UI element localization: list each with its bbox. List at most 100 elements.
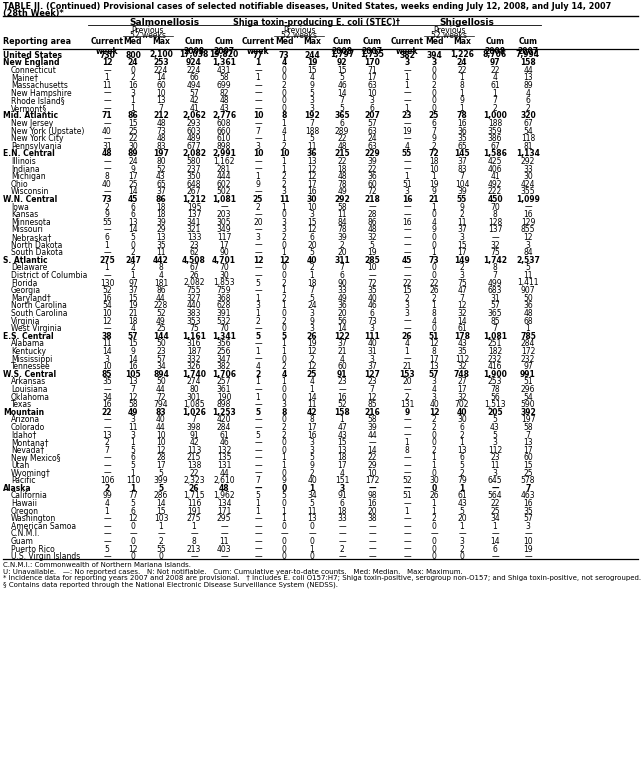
Text: Nevada†: Nevada†: [11, 445, 44, 454]
Text: W.N. Central: W.N. Central: [3, 195, 57, 204]
Text: 2: 2: [310, 468, 314, 477]
Text: 1: 1: [256, 377, 260, 386]
Text: —: —: [254, 187, 262, 196]
Text: —: —: [254, 438, 262, 447]
Text: 1: 1: [310, 385, 314, 394]
Text: 16: 16: [307, 430, 317, 439]
Text: 10: 10: [367, 263, 377, 272]
Text: 8: 8: [493, 263, 497, 272]
Text: 80: 80: [156, 157, 166, 166]
Text: 0: 0: [431, 324, 437, 333]
Text: —: —: [368, 521, 376, 530]
Text: 52: 52: [102, 286, 112, 295]
Text: 1: 1: [131, 271, 135, 280]
Text: 898: 898: [217, 141, 231, 150]
Text: 31: 31: [367, 347, 377, 356]
Text: 19: 19: [429, 179, 439, 188]
Text: 1,099: 1,099: [516, 195, 540, 204]
Text: —: —: [338, 521, 345, 530]
Text: 149: 149: [454, 255, 470, 264]
Text: 14: 14: [307, 392, 317, 401]
Text: 1: 1: [404, 347, 410, 356]
Text: 75: 75: [457, 278, 467, 287]
Text: 13: 13: [523, 438, 533, 447]
Text: 2: 2: [404, 293, 410, 302]
Text: 7: 7: [340, 263, 344, 272]
Text: 5: 5: [131, 233, 135, 242]
Text: —: —: [491, 552, 499, 561]
Text: 785: 785: [520, 331, 536, 340]
Text: 44: 44: [156, 293, 166, 302]
Text: 564: 564: [488, 491, 503, 500]
Text: —: —: [103, 96, 111, 105]
Text: 1: 1: [281, 506, 287, 515]
Text: 16: 16: [128, 362, 138, 371]
Text: 5: 5: [492, 430, 497, 439]
Text: (28th Week)*: (28th Week)*: [3, 9, 63, 18]
Text: 31: 31: [102, 141, 112, 150]
Text: 3: 3: [310, 96, 315, 105]
Text: 54: 54: [102, 301, 112, 310]
Text: 10: 10: [102, 309, 112, 318]
Text: 144: 144: [153, 331, 169, 340]
Text: 6: 6: [340, 119, 344, 128]
Text: 85: 85: [490, 316, 500, 325]
Text: 9: 9: [310, 81, 315, 90]
Text: Reporting area: Reporting area: [3, 37, 71, 46]
Text: 2: 2: [460, 263, 464, 272]
Text: 5: 5: [460, 461, 465, 470]
Text: 43: 43: [457, 499, 467, 508]
Text: 49: 49: [337, 293, 347, 302]
Text: 12: 12: [279, 255, 289, 264]
Text: 52: 52: [337, 400, 347, 409]
Text: 1,253: 1,253: [212, 407, 236, 416]
Text: 9: 9: [281, 476, 287, 485]
Text: 2: 2: [310, 263, 314, 272]
Text: 2: 2: [131, 263, 135, 272]
Text: 32: 32: [367, 233, 377, 242]
Text: 91: 91: [189, 430, 199, 439]
Text: 0: 0: [431, 552, 437, 561]
Text: 60: 60: [156, 81, 166, 90]
Text: 463: 463: [520, 491, 535, 500]
Text: 48: 48: [156, 119, 166, 128]
Text: 24: 24: [307, 301, 317, 310]
Text: 71: 71: [102, 111, 112, 120]
Text: 3: 3: [281, 225, 287, 234]
Text: —: —: [338, 552, 345, 561]
Text: 10: 10: [102, 362, 112, 371]
Text: 80: 80: [189, 385, 199, 394]
Text: 16: 16: [457, 119, 467, 128]
Text: 98: 98: [367, 491, 377, 500]
Text: 1: 1: [460, 521, 464, 530]
Text: 16: 16: [523, 499, 533, 508]
Text: 7: 7: [256, 126, 260, 135]
Text: 57: 57: [128, 331, 138, 340]
Text: 386: 386: [488, 134, 503, 143]
Text: —: —: [103, 157, 111, 166]
Text: 40: 40: [457, 407, 467, 416]
Text: 7: 7: [104, 445, 110, 454]
Text: 11: 11: [457, 217, 467, 226]
Text: 48: 48: [219, 96, 229, 105]
Text: —: —: [254, 81, 262, 90]
Text: 0: 0: [281, 544, 287, 553]
Text: 57: 57: [523, 514, 533, 523]
Text: 7: 7: [492, 271, 497, 280]
Text: 3: 3: [431, 58, 437, 67]
Text: 9: 9: [431, 134, 437, 143]
Text: 5: 5: [340, 73, 344, 82]
Text: 8: 8: [431, 347, 437, 356]
Text: 15: 15: [307, 217, 317, 226]
Text: 1,900: 1,900: [483, 369, 507, 378]
Text: 18: 18: [307, 278, 317, 287]
Text: 1,134: 1,134: [516, 149, 540, 158]
Text: 25: 25: [307, 369, 317, 378]
Text: —: —: [103, 103, 111, 112]
Text: 1,411: 1,411: [517, 278, 538, 287]
Text: 37: 37: [156, 187, 166, 196]
Text: 213: 213: [187, 544, 201, 553]
Text: 590: 590: [520, 400, 535, 409]
Text: 72: 72: [156, 392, 166, 401]
Text: 0: 0: [431, 483, 437, 492]
